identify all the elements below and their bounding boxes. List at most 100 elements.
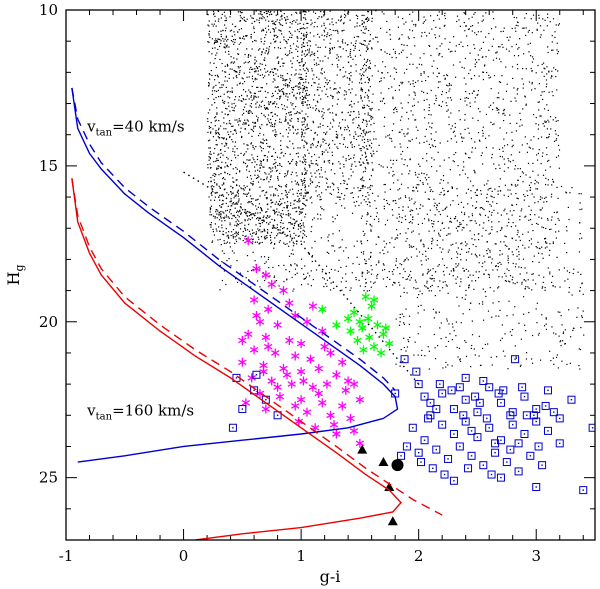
field-star-point [451, 365, 453, 367]
field-star-point [370, 116, 372, 118]
field-star-point [426, 92, 428, 94]
field-star-point [433, 159, 435, 161]
field-star-point [310, 162, 312, 164]
field-star-point [252, 145, 254, 147]
field-star-point [290, 217, 292, 219]
field-star-point [304, 13, 306, 16]
field-star-point [297, 228, 300, 230]
field-star-point [307, 94, 309, 97]
field-star-point [363, 71, 365, 73]
field-star-point [362, 67, 364, 69]
field-star-point [456, 256, 458, 259]
square-point-center [497, 392, 500, 395]
square-point-center [559, 442, 561, 445]
field-star-point [246, 185, 248, 187]
field-star-point [274, 162, 276, 165]
field-star-point [370, 175, 372, 177]
field-star-point [208, 51, 210, 53]
field-star-point [303, 241, 305, 243]
field-star-point [541, 207, 543, 209]
field-star-point [260, 236, 263, 238]
field-star-point [236, 184, 238, 186]
field-star-point [236, 84, 238, 86]
field-star-point [261, 87, 263, 89]
field-star-point [410, 221, 412, 223]
field-star-point [330, 268, 333, 270]
square-point-center [412, 427, 414, 429]
field-star-point [423, 244, 425, 246]
field-star-point [281, 33, 283, 35]
square-point [461, 417, 470, 426]
field-star-point [215, 25, 217, 27]
field-star-point [288, 191, 290, 193]
field-star-point [265, 31, 268, 33]
field-star-point [530, 209, 532, 211]
field-star-point [439, 27, 441, 29]
field-star-point [551, 70, 553, 72]
field-star-point [259, 242, 261, 244]
field-star-point [364, 28, 366, 30]
field-star-point [230, 62, 232, 64]
field-star-point [218, 214, 220, 216]
field-star-point [306, 53, 308, 55]
field-star-point [277, 203, 280, 205]
square-point [473, 408, 482, 417]
field-star-point [409, 83, 412, 85]
x-tick-label: -1 [59, 547, 74, 565]
field-star-point [464, 97, 466, 99]
field-star-point [367, 67, 370, 69]
field-star-point [380, 80, 382, 82]
field-star-point [285, 186, 288, 188]
field-star-point [368, 18, 370, 20]
field-star-point [351, 88, 353, 90]
field-star-point [505, 90, 508, 92]
field-star-point [262, 48, 265, 50]
field-star-point [210, 186, 212, 188]
field-star-point [541, 246, 543, 248]
field-star-point [301, 124, 304, 126]
field-star-point [557, 24, 560, 26]
field-star-point [281, 216, 283, 219]
field-star-point [308, 164, 310, 166]
field-star-point [268, 167, 270, 169]
field-star-point [257, 181, 260, 183]
field-star-point [413, 24, 415, 26]
field-star-point [315, 163, 317, 165]
field-star-point [547, 184, 549, 186]
field-star-point [334, 218, 336, 220]
field-star-point [440, 105, 442, 108]
square-point-center [517, 442, 520, 445]
field-star-point [386, 52, 388, 55]
field-star-point [430, 166, 433, 168]
field-star-point [406, 237, 408, 240]
field-star-point [504, 280, 507, 282]
field-star-point [495, 315, 497, 317]
field-star-point [323, 31, 326, 33]
square-point-center [464, 420, 467, 423]
field-star-point [209, 151, 211, 153]
field-star-point [378, 236, 380, 238]
field-star-point [504, 208, 506, 210]
field-star-point [312, 144, 314, 146]
field-star-point [240, 12, 242, 14]
field-star-point [547, 46, 549, 48]
field-star-point [220, 152, 222, 155]
field-star-point [260, 54, 263, 56]
field-star-point [420, 35, 423, 37]
field-star-point [218, 119, 220, 122]
field-star-point [264, 154, 266, 157]
field-star-point [413, 203, 415, 205]
field-star-point [345, 50, 347, 52]
field-star-point [522, 108, 524, 110]
field-star-point [208, 127, 210, 129]
field-star-point [325, 27, 327, 29]
field-star-point [492, 38, 495, 40]
field-star-point [218, 18, 220, 20]
field-star-point [250, 66, 252, 69]
field-star-point [547, 119, 549, 121]
field-star-point [404, 196, 407, 198]
field-star-point [237, 53, 240, 55]
field-star-point [471, 334, 474, 336]
field-star-point [343, 94, 345, 96]
field-star-point [303, 173, 306, 176]
